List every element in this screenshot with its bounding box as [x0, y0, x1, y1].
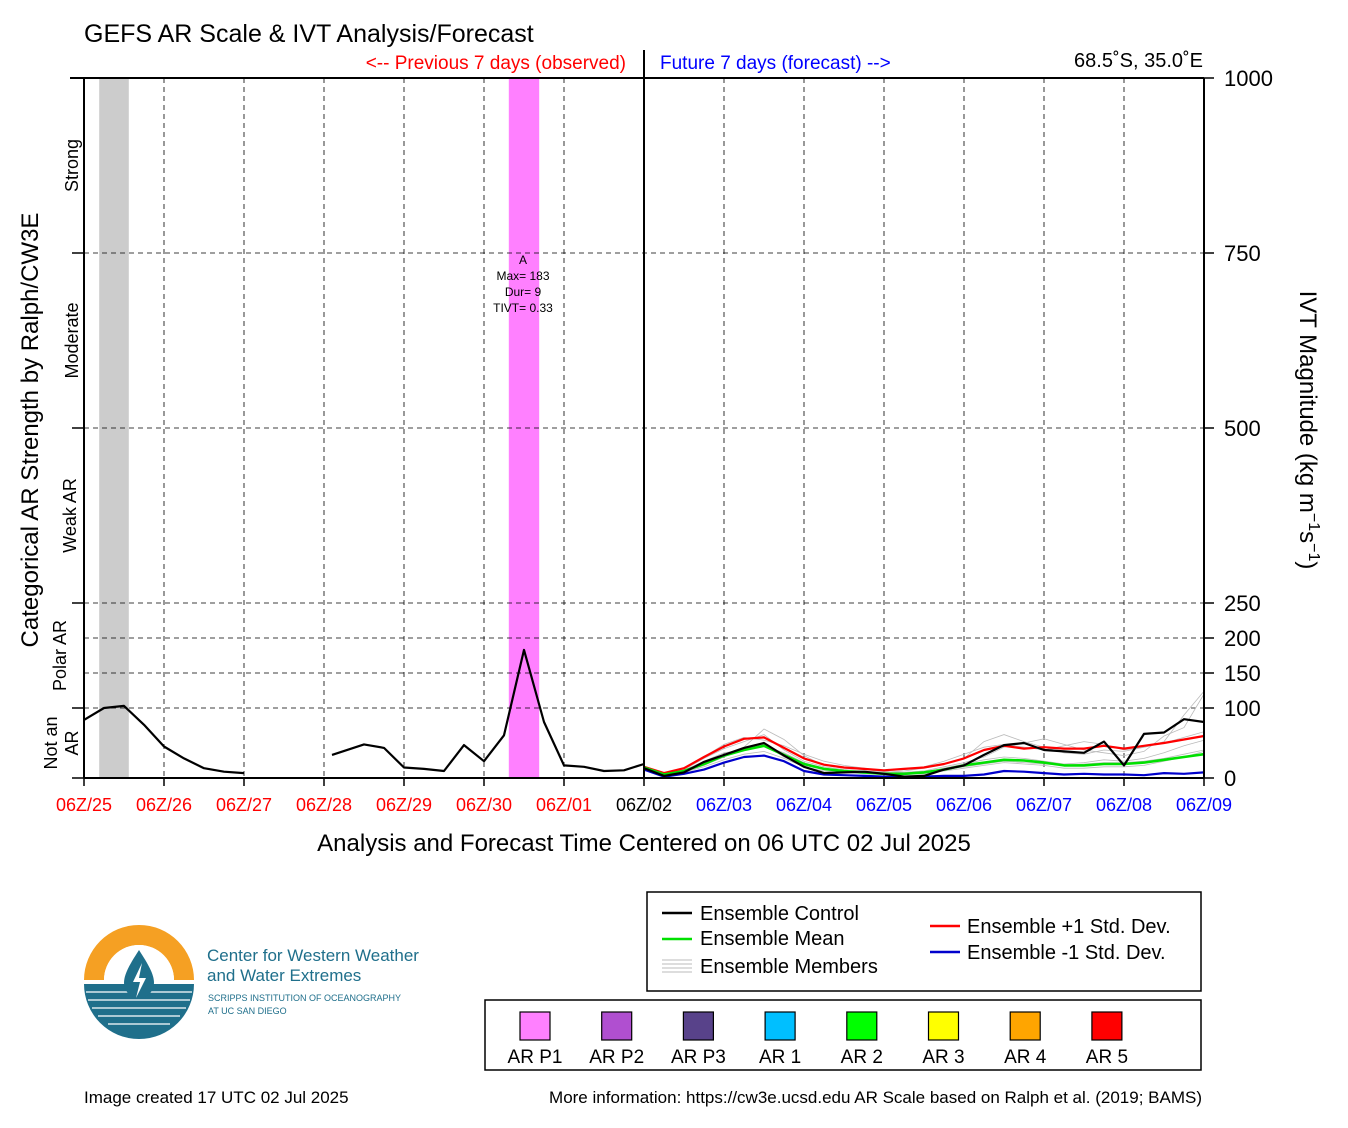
scale-swatch-ar-p2 [601, 1011, 633, 1041]
scale-label-ar-1: AR 1 [759, 1047, 801, 1068]
x-tick-label: 06Z/25 [56, 795, 112, 815]
cw3e-logo: Center for Western Weather and Water Ext… [84, 925, 419, 1039]
ensemble-member-line [643, 750, 1205, 777]
right-axis-title-end: ) [1294, 561, 1321, 569]
scale-swatch-ar-p1 [519, 1011, 551, 1041]
scale-label-ar-2: AR 2 [841, 1047, 883, 1068]
right-axis-title: IVT Magnitude (kg m−1s−1) [1294, 291, 1322, 570]
logo-orange-arc [84, 925, 194, 980]
y-tick-label: 1000 [1224, 66, 1273, 91]
series-line-analysis [331, 648, 645, 773]
chart-title: GEFS AR Scale & IVT Analysis/Forecast [84, 20, 534, 48]
more-info-label: More information: https://cw3e.ucsd.edu … [549, 1088, 1202, 1107]
x-tick-label: 06Z/07 [1016, 795, 1072, 815]
location-label: 68.5˚S, 35.0˚E [1074, 50, 1203, 72]
y-tick-label: 250 [1224, 591, 1261, 616]
category-label-moderate: Moderate [62, 302, 82, 378]
y-tick-labels: 0 100 150 200 250 500 750 1000 [1204, 66, 1273, 791]
category-label-not-an: Not an [41, 716, 61, 769]
logo-line1: Center for Western Weather [207, 946, 419, 965]
right-axis-title-mid: s [1294, 531, 1321, 543]
image-created-label: Image created 17 UTC 02 Jul 2025 [84, 1088, 349, 1107]
category-label-polar: Polar AR [50, 620, 70, 691]
series-legend: Ensemble Control Ensemble Mean Ensemble … [646, 891, 1202, 992]
legend-label-minus-std: Ensemble -1 Std. Dev. [967, 942, 1166, 964]
lightning-bolt-icon [133, 963, 146, 998]
right-axis-title-main: IVT Magnitude (kg m [1294, 291, 1321, 513]
series-legend-box [646, 891, 1202, 992]
logo-line4: AT UC SAN DIEGO [208, 1006, 287, 1016]
y-tick-label: 200 [1224, 626, 1261, 651]
x-tick-label: 06Z/29 [376, 795, 432, 815]
y-tick-label: 0 [1224, 766, 1236, 791]
annotation-duration: Dur= 9 [505, 285, 542, 299]
x-tick-label: 06Z/08 [1096, 795, 1152, 815]
scale-label-ar-p1: AR P1 [508, 1047, 563, 1068]
x-tick-label: 06Z/30 [456, 795, 512, 815]
legend-label-plus-std: Ensemble +1 Std. Dev. [967, 916, 1171, 938]
scale-label-ar-3: AR 3 [922, 1047, 964, 1068]
scale-label-ar-p2: AR P2 [589, 1047, 644, 1068]
y-tick-label: 500 [1224, 416, 1261, 441]
annotation-tivt: TIVT= 0.33 [493, 301, 553, 315]
scale-swatch-ar-p3 [682, 1011, 715, 1041]
x-tick-label: 06Z/01 [536, 795, 592, 815]
legend-label-control: Ensemble Control [700, 903, 859, 925]
series-line-ensemble-1-std-dev- [643, 734, 1205, 775]
x-tick-label: 06Z/03 [696, 795, 752, 815]
legend-label-mean: Ensemble Mean [700, 928, 845, 950]
x-tick-label: 06Z/04 [776, 795, 832, 815]
series-lines [83, 648, 1205, 779]
x-tick-label: 06Z/28 [296, 795, 352, 815]
right-axis-title-sup1: −1 [1305, 513, 1322, 531]
future-days-label: Future 7 days (forecast) --> [660, 53, 891, 74]
scale-swatch-ar-2 [846, 1011, 878, 1041]
category-label-ar: AR [62, 730, 82, 755]
previous-days-label: <-- Previous 7 days (observed) [366, 53, 626, 74]
x-tick-label: 06Z/09 [1176, 795, 1232, 815]
ar-event-annotation: A Max= 183 Dur= 9 TIVT= 0.33 [493, 253, 553, 315]
scale-label-ar-p3: AR P3 [671, 1047, 726, 1068]
y-tick-label: 100 [1224, 696, 1261, 721]
x-axis-title: Analysis and Forecast Time Centered on 0… [317, 830, 971, 857]
right-axis-title-sup2: −1 [1305, 543, 1322, 561]
legend-label-members: Ensemble Members [700, 956, 878, 978]
annotation-event-id: A [519, 253, 527, 267]
y-tick-label: 750 [1224, 241, 1261, 266]
scale-swatch-ar-3 [927, 1011, 960, 1041]
axes [70, 50, 1205, 779]
x-tick-label: 06Z/02 [616, 795, 672, 815]
scale-label-ar-4: AR 4 [1004, 1047, 1047, 1068]
category-label-strong: Strong [62, 139, 82, 192]
scale-swatch-ar-5 [1091, 1011, 1123, 1041]
series-line-ensemble-mean [643, 744, 1205, 776]
scale-swatch-ar-1 [764, 1011, 796, 1041]
x-tick-label: 06Z/06 [936, 795, 992, 815]
left-axis-title: Categorical AR Strength by Ralph/CW3E [17, 213, 44, 648]
scale-label-ar-5: AR 5 [1086, 1047, 1128, 1068]
logo-blue-base [84, 984, 194, 1039]
logo-line3: SCRIPPS INSTITUTION OF OCEANOGRAPHY [208, 993, 401, 1003]
x-tick-labels: 06Z/25 06Z/26 06Z/27 06Z/28 06Z/29 06Z/30 06Z/… [56, 778, 1232, 815]
legend-swatch-members [662, 959, 692, 973]
category-labels: Strong Moderate Weak AR Polar AR Not an AR [41, 139, 82, 770]
annotation-max: Max= 183 [496, 269, 549, 283]
x-tick-label: 06Z/26 [136, 795, 192, 815]
x-tick-label: 06Z/27 [216, 795, 272, 815]
ar-scale-items: AR P1 AR P2 AR P3 AR 1 AR 2 AR 3 AR 4 AR 5 [508, 1011, 1128, 1068]
logo-line2: and Water Extremes [207, 966, 361, 985]
ar-scale-legend: AR P1 AR P2 AR P3 AR 1 AR 2 AR 3 AR 4 AR 5 [484, 999, 1202, 1071]
category-label-weak: Weak AR [60, 478, 80, 553]
y-tick-label: 150 [1224, 661, 1261, 686]
series-line-analysis [83, 704, 245, 775]
scale-swatch-ar-4 [1009, 1011, 1041, 1041]
x-tick-label: 06Z/05 [856, 795, 912, 815]
series-line-ensemble-control [643, 718, 1205, 778]
